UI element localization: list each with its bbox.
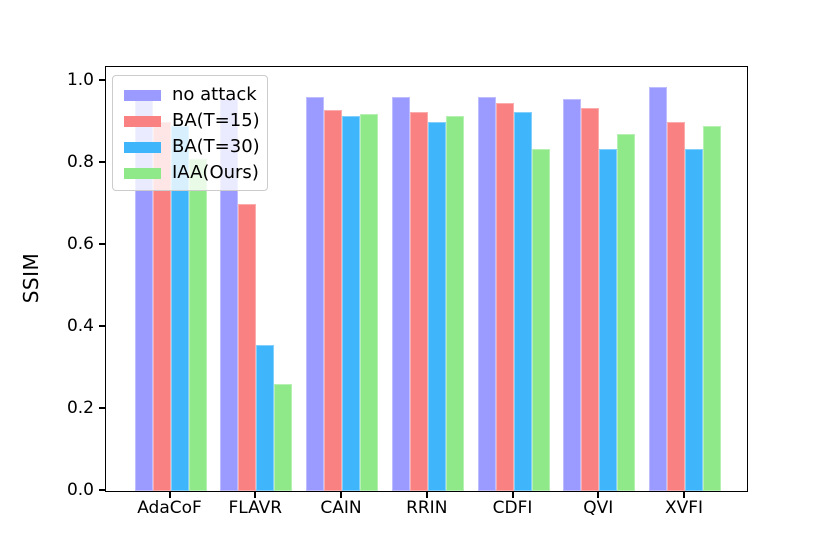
x-tick-label-xvfi: XVFI bbox=[664, 498, 704, 518]
y-tick-label-0.8: 0.8 bbox=[66, 151, 94, 172]
bar-cdfi-ba-t-30 bbox=[513, 111, 532, 491]
y-tick-0.2 bbox=[99, 406, 105, 409]
legend-label-ba-t-15: BA(T=15) bbox=[172, 110, 260, 131]
bar-cdfi-no-attack bbox=[477, 97, 496, 491]
bar-rrin-no-attack bbox=[391, 97, 410, 491]
y-axis-label: SSIM bbox=[19, 252, 43, 304]
legend-label-iaa-ours: IAA(Ours) bbox=[172, 162, 259, 183]
legend-label-ba-t-30: BA(T=30) bbox=[172, 136, 260, 157]
bar-qvi-ba-t-30 bbox=[599, 148, 618, 491]
x-tick-adacof bbox=[168, 492, 171, 498]
bar-xvfi-ba-t-15 bbox=[667, 121, 685, 491]
legend-row-ba-t-30: BA(T=30) bbox=[124, 134, 267, 160]
bar-rrin-ba-t-15 bbox=[409, 111, 428, 491]
bar-flavr-no-attack bbox=[220, 99, 239, 491]
bar-adacof-iaa-ours bbox=[188, 158, 207, 491]
legend: no attack BA(T=15) BA(T=30) IAA(Ours) bbox=[112, 75, 268, 191]
bar-xvfi-ba-t-30 bbox=[685, 148, 703, 491]
plot-area: no attack BA(T=15) BA(T=30) IAA(Ours) bbox=[105, 66, 748, 492]
bar-cdfi-iaa-ours bbox=[531, 148, 550, 491]
x-tick-qvi bbox=[597, 492, 600, 498]
bar-xvfi-iaa-ours bbox=[703, 126, 721, 491]
x-tick-rrin bbox=[425, 492, 428, 498]
bar-flavr-ba-t-15 bbox=[238, 203, 257, 491]
bar-cain-no-attack bbox=[306, 97, 324, 491]
bar-qvi-no-attack bbox=[563, 99, 582, 491]
bar-cain-ba-t-30 bbox=[342, 115, 360, 491]
y-tick-label-1.0: 1.0 bbox=[66, 69, 94, 90]
y-tick-0.4 bbox=[99, 324, 105, 327]
x-tick-label-rrin: RRIN bbox=[406, 498, 448, 518]
ba-t-30-swatch-icon bbox=[124, 141, 161, 153]
x-tick-label-cain: CAIN bbox=[320, 498, 362, 518]
x-tick-label-flavr: FLAVR bbox=[228, 498, 283, 518]
x-tick-cain bbox=[340, 492, 342, 498]
y-tick-0.0 bbox=[99, 489, 105, 491]
x-tick-label-adacof: AdaCoF bbox=[137, 498, 202, 518]
bar-qvi-ba-t-15 bbox=[581, 107, 600, 491]
x-tick-flavr bbox=[254, 492, 257, 498]
bar-flavr-iaa-ours bbox=[274, 384, 293, 491]
bar-cdfi-ba-t-15 bbox=[495, 103, 514, 491]
y-tick-0.6 bbox=[99, 242, 105, 245]
x-tick-label-qvi: QVI bbox=[583, 498, 614, 518]
y-tick-label-0.4: 0.4 bbox=[66, 315, 94, 336]
bar-adacof-no-attack bbox=[134, 97, 153, 491]
bar-flavr-ba-t-30 bbox=[256, 345, 275, 491]
bar-adacof-ba-t-15 bbox=[152, 121, 171, 491]
y-tick-0.8 bbox=[99, 160, 105, 163]
legend-label-no-attack: no attack bbox=[172, 84, 257, 105]
legend-row-iaa-ours: IAA(Ours) bbox=[124, 160, 267, 186]
bar-rrin-iaa-ours bbox=[445, 115, 464, 491]
ba-t-15-swatch-icon bbox=[124, 115, 161, 127]
y-tick-label-0.0: 0.0 bbox=[66, 480, 94, 500]
x-tick-xvfi bbox=[683, 492, 685, 498]
bar-xvfi-no-attack bbox=[649, 87, 667, 491]
bar-adacof-ba-t-30 bbox=[170, 126, 189, 491]
bar-cain-ba-t-15 bbox=[324, 109, 342, 491]
x-tick-label-cdfi: CDFI bbox=[492, 498, 533, 518]
no-attack-swatch-icon bbox=[124, 89, 161, 101]
y-tick-label-0.2: 0.2 bbox=[66, 397, 94, 418]
iaa-ours-swatch-icon bbox=[124, 167, 161, 179]
bar-cain-iaa-ours bbox=[360, 113, 378, 491]
bars-layer bbox=[106, 67, 747, 491]
y-tick-1.0 bbox=[99, 78, 105, 81]
bar-qvi-iaa-ours bbox=[617, 134, 636, 491]
legend-row-ba-t-15: BA(T=15) bbox=[124, 108, 267, 134]
bar-rrin-ba-t-30 bbox=[427, 121, 446, 491]
legend-row-no-attack: no attack bbox=[124, 82, 267, 108]
x-tick-cdfi bbox=[511, 492, 514, 498]
y-tick-label-0.6: 0.6 bbox=[66, 233, 94, 254]
